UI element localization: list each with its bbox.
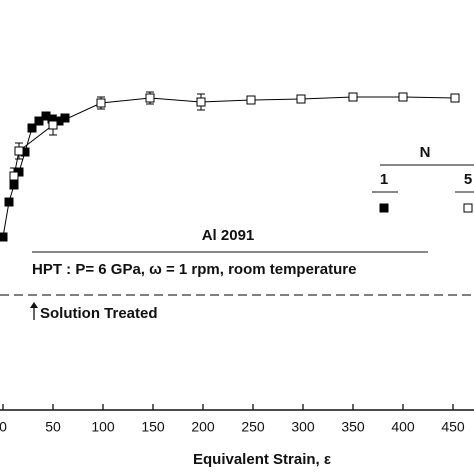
x-tick-label: 450: [441, 419, 465, 435]
x-tick-label: 300: [291, 419, 315, 435]
marker: [398, 92, 408, 102]
marker: [145, 93, 155, 103]
x-tick-label: 350: [341, 419, 365, 435]
annotation: Solution Treated: [40, 305, 158, 322]
legend-marker: [379, 203, 389, 213]
x-tick-label: 0: [0, 419, 7, 435]
marker: [450, 93, 460, 103]
x-tick-label: 200: [191, 419, 215, 435]
marker: [296, 94, 306, 104]
marker: [9, 171, 19, 181]
x-tick-label: 150: [141, 419, 165, 435]
marker: [196, 97, 206, 107]
x-tick-label: 100: [91, 419, 115, 435]
legend-label: 1: [380, 171, 388, 188]
marker: [96, 98, 106, 108]
marker: [0, 232, 8, 242]
marker: [27, 123, 37, 133]
x-tick-label: 50: [45, 419, 61, 435]
marker: [34, 116, 44, 126]
legend-marker: [463, 203, 473, 213]
series-line: [13, 96, 456, 177]
annotation: Al 2091: [202, 227, 255, 244]
marker: [348, 92, 358, 102]
marker: [14, 146, 24, 156]
legend-label: 5: [464, 171, 472, 188]
arrow-head: [30, 302, 38, 308]
legend-title: N: [420, 144, 431, 161]
annotation: HPT : P= 6 GPa, ω = 1 rpm, room temperat…: [32, 261, 356, 278]
x-axis-label: Equivalent Strain, ε: [193, 451, 331, 468]
x-tick-label: 400: [391, 419, 415, 435]
marker: [246, 95, 256, 105]
marker: [48, 120, 58, 130]
x-tick-label: 250: [241, 419, 265, 435]
marker: [4, 197, 14, 207]
